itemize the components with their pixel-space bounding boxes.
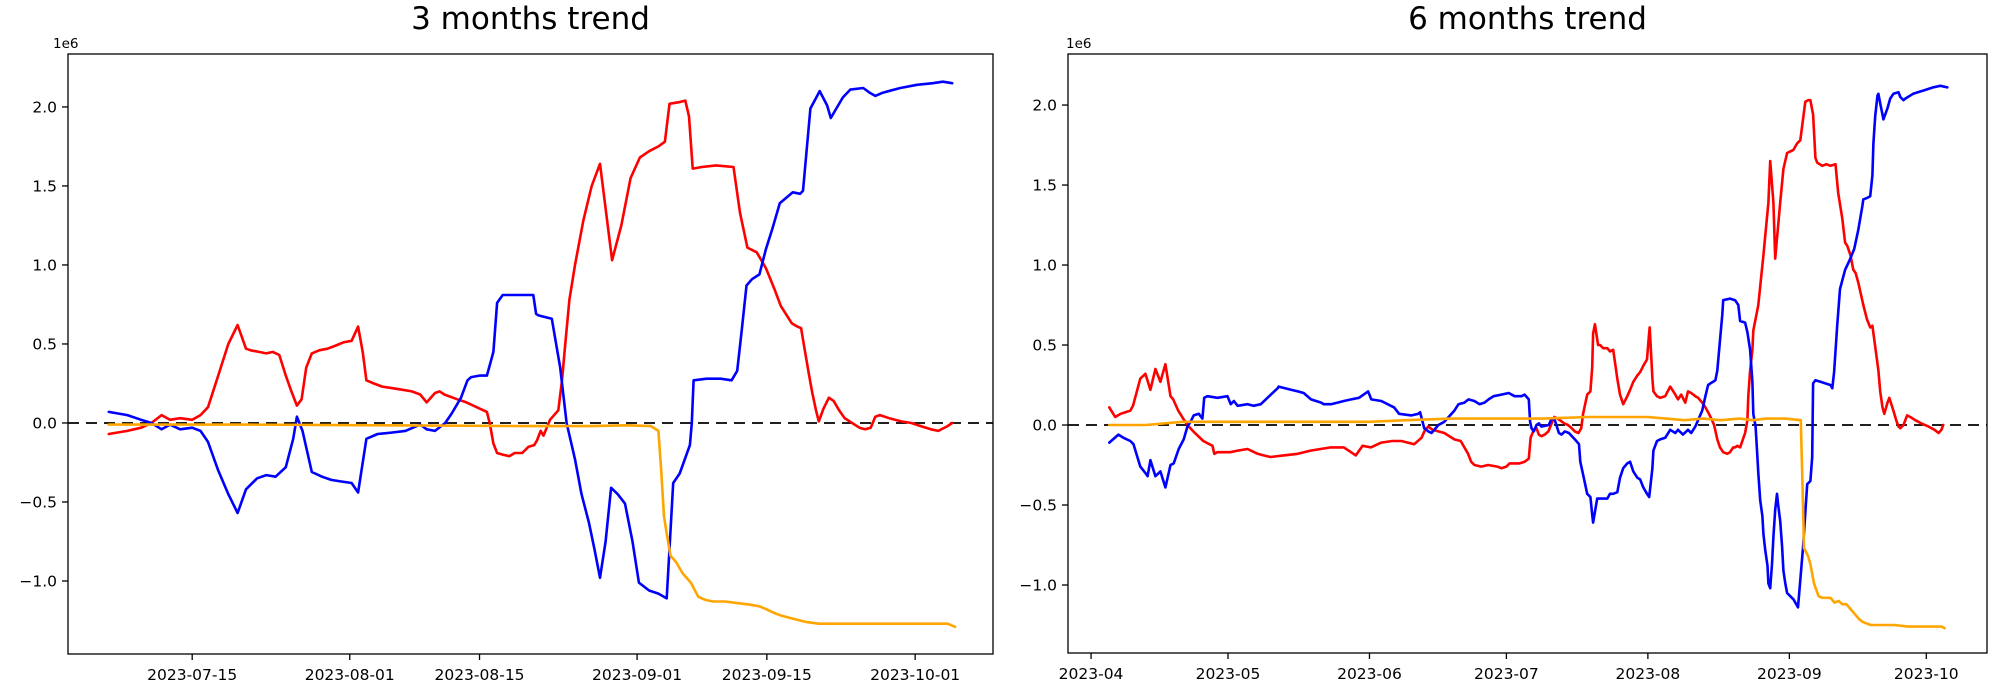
y-tick-label: −1.0 (1019, 577, 1057, 595)
blue-series-line (1108, 84, 1949, 609)
x-tick-label: 2023-07 (1474, 665, 1539, 683)
y-tick-label: 1.5 (32, 177, 57, 195)
y-tick-label: 0.5 (32, 335, 57, 353)
x-tick-label: 2023-10-01 (870, 666, 960, 684)
y-tick-label: 1.5 (1032, 177, 1057, 195)
x-tick-label: 2023-08-15 (434, 666, 524, 684)
x-tick-label: 2023-10 (1894, 665, 1959, 683)
y-tick-label: −0.5 (19, 493, 57, 511)
x-tick-label: 2023-09 (1757, 665, 1822, 683)
chart-6-months-trend: 6 months trend 1e6 2.0 1.5 1.0 0.5 0.0 −0.5 −1… (1000, 0, 2000, 700)
y-tick-label: 1.0 (1032, 257, 1057, 275)
y-tick-label: 2.0 (32, 98, 57, 116)
y-axis-offset-label: 1e6 (53, 36, 79, 52)
red-series-line (1108, 98, 1945, 470)
x-tick-label: 2023-08 (1615, 665, 1680, 683)
orange-series-line (107, 423, 957, 629)
y-tick-label: −0.5 (1019, 497, 1057, 515)
axes-border (1067, 53, 1988, 654)
x-tick-label: 2023-09-01 (592, 666, 682, 684)
y-tick-label: −1.0 (19, 572, 57, 590)
x-tick-label: 2023-09-15 (722, 666, 812, 684)
x-tick-label: 2023-04 (1059, 665, 1124, 683)
y-tick-label: 0.0 (1032, 417, 1057, 435)
x-tick-label: 2023-07-15 (147, 666, 237, 684)
chart-3-months-trend: 3 months trend 1e6 2.0 1.5 1.0 0.5 0.0 −0.5 −1… (19, 1, 994, 684)
y-axis-offset-label: 1e6 (1066, 36, 1092, 52)
blue-series-line (107, 80, 954, 600)
y-tick-label: 0.5 (1032, 337, 1057, 355)
axes-3-months-trend: 2.0 1.5 1.0 0.5 0.0 −0.5 −1.0 2023-07-15 2023-08… (19, 53, 994, 684)
y-tick-label: 0.0 (32, 414, 57, 432)
orange-series-line (1108, 415, 1946, 630)
x-tick-label: 2023-08-01 (305, 666, 395, 684)
axes-border (67, 53, 994, 655)
axes-6-months-trend: 2.0 1.5 1.0 0.5 0.0 −0.5 −1.0 2023-04 2023-05 202… (1019, 53, 1988, 683)
y-tick-label: 1.0 (32, 256, 57, 274)
y-tick-label: 2.0 (1032, 97, 1057, 115)
chart-title: 3 months trend (411, 1, 650, 37)
chart-title: 6 months trend (1408, 1, 1647, 37)
x-tick-label: 2023-05 (1196, 665, 1261, 683)
x-tick-label: 2023-06 (1337, 665, 1402, 683)
red-series-line (107, 99, 954, 458)
